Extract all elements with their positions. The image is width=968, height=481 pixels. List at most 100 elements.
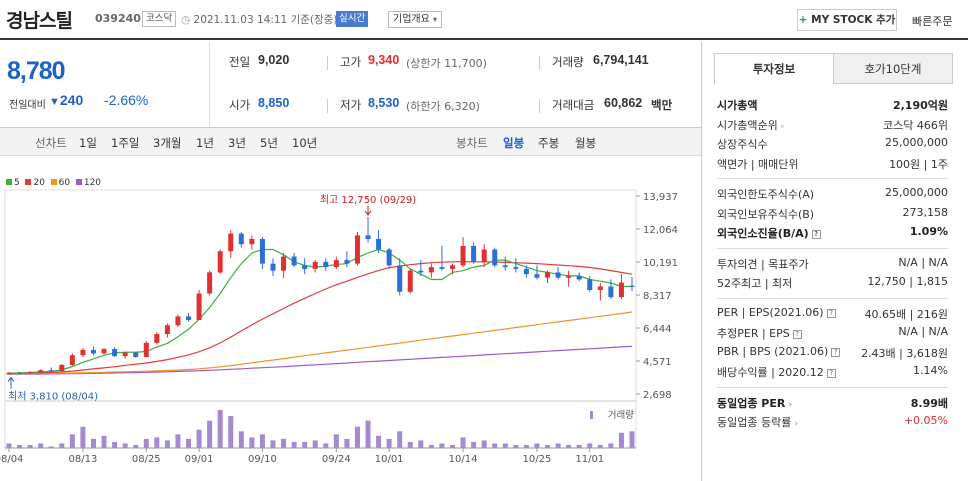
y-tick-label: 8,317 (643, 291, 672, 302)
tab-order-book[interactable]: 호가10단계 (833, 53, 953, 84)
divider (717, 297, 948, 299)
volume-bar (439, 443, 445, 448)
volume-bar (376, 435, 382, 448)
trade-value-label: 거래대금 (552, 98, 595, 112)
candle-body (238, 233, 244, 245)
info-label: 상장주식수 (717, 138, 768, 151)
candle-body (333, 260, 339, 268)
period-5y[interactable]: 5년 (260, 136, 278, 150)
volume-bar (217, 410, 223, 448)
candle-body (523, 268, 529, 275)
candle-body (492, 249, 498, 266)
info-value: 2.43배 | 3,618원 (861, 346, 948, 360)
candle-body (545, 272, 551, 278)
info-row: 액면가 | 매매단위 100원 | 1주 (717, 156, 948, 172)
candle-body (407, 270, 413, 292)
period-10y[interactable]: 10년 (292, 136, 318, 150)
volume-bar (566, 444, 572, 448)
period-1y[interactable]: 1년 (196, 136, 214, 150)
volume-bar (397, 431, 403, 448)
company-overview-button[interactable]: 기업개요 ▾ (388, 11, 443, 28)
chevron-right-icon[interactable]: › (791, 419, 798, 429)
ma60-line (8, 311, 633, 375)
chevron-right-icon[interactable]: › (785, 399, 793, 410)
info-row: PER | EPS(2021.06)? 40.65배 | 216원 (717, 306, 948, 322)
quick-order-link[interactable]: 빠른주문 (912, 15, 953, 28)
period-1d[interactable]: 1일 (79, 136, 97, 150)
candle-body (323, 261, 329, 268)
info-value: 코스닥 466위 (883, 118, 948, 132)
legend-item-ma60: 60 (50, 178, 70, 188)
current-price-box: 8,780 전일대비 ▼240 -2.66% (0, 42, 210, 127)
period-3m[interactable]: 3개월 (153, 136, 182, 150)
chart-frame (4, 189, 637, 449)
volume-bar (481, 440, 487, 448)
volume-bar (196, 429, 202, 448)
candle-body (608, 286, 614, 298)
info-label: 외국인한도주식수(A) (717, 188, 815, 201)
candle-body (471, 245, 477, 262)
info-row: 배당수익률 | 2020.12? 1.14% (717, 364, 948, 380)
current-price: 8,780 (7, 57, 66, 85)
candle-body (376, 238, 382, 250)
period-3y[interactable]: 3년 (228, 136, 246, 150)
candle-daily[interactable]: 일봉 (503, 136, 525, 150)
volume-bar (587, 443, 593, 448)
low-label: 저가 (340, 98, 362, 112)
y-tick-label: 6,444 (643, 324, 672, 335)
chevron-right-icon[interactable]: › (777, 121, 785, 132)
candle-body (534, 274, 540, 278)
candlestick-chart: 13,937 12,064 10,191 8,317 6,444 4,571 2,698 08… (0, 189, 678, 465)
candle-body (101, 349, 107, 354)
candle-body (386, 249, 392, 266)
volume-bar (186, 438, 192, 448)
help-icon[interactable]: ? (792, 330, 802, 339)
legend-item-ma5: 5 (6, 178, 20, 188)
help-icon[interactable]: ? (826, 308, 836, 318)
down-triangle-icon: ▼ (49, 96, 60, 108)
change-value: ▼240 (49, 92, 83, 108)
volume-bar (133, 444, 139, 448)
candle-weekly[interactable]: 주봉 (538, 136, 560, 150)
info-label: 외국인소진율(B/A)? (717, 225, 821, 241)
high-value: 9,340 (368, 53, 400, 67)
candle-body (133, 352, 139, 357)
period-1w[interactable]: 1주일 (111, 136, 140, 150)
candle-body (38, 370, 44, 372)
volume-bar (523, 444, 529, 448)
plus-icon: + (798, 14, 808, 26)
y-tick-label: 4,571 (643, 357, 672, 368)
volume-bar (545, 444, 551, 448)
volume-bar (90, 438, 96, 448)
candle-body (281, 256, 287, 271)
max-arrow-icon (364, 205, 372, 216)
tab-investment-info[interactable]: 투자정보 (714, 53, 834, 84)
prev-close-label: 전일 (229, 55, 251, 69)
volume-bar (291, 441, 297, 448)
clock-icon: ◷ (181, 14, 191, 26)
divider (539, 99, 540, 113)
volume-label: 거래량 (608, 409, 634, 421)
info-value: 25,000,000 (885, 186, 948, 199)
info-label: 추정PER | EPS? (717, 325, 802, 341)
volume-bar (69, 434, 75, 448)
info-row: 외국인보유주식수(B) 273,158 (717, 206, 948, 222)
my-stock-label: MY STOCK 추가 (811, 14, 896, 26)
help-icon[interactable]: ? (826, 369, 836, 378)
info-label: 시가총액순위 › (717, 118, 785, 132)
volume-bar (386, 438, 392, 448)
candle-body (439, 267, 445, 269)
info-value: 40.65배 | 216원 (864, 307, 948, 321)
info-row: 외국인소진율(B/A)? 1.09% (717, 225, 948, 241)
info-row: 투자의견 | 목표주가 N/A | N/A (717, 256, 948, 272)
company-overview-label: 기업개요 (393, 14, 430, 25)
candle-body (27, 371, 33, 374)
info-row: 추정PER | EPS? N/A | N/A (717, 325, 948, 341)
help-icon[interactable]: ? (831, 347, 841, 357)
lower-limit: (하한가 6,320) (406, 100, 480, 113)
help-icon[interactable]: ? (811, 230, 821, 239)
my-stock-add-button[interactable]: + MY STOCK 추가 (797, 9, 897, 31)
info-label: PER | EPS(2021.06)? (717, 306, 836, 319)
realtime-badge[interactable]: 실시간 (336, 11, 369, 27)
candle-monthly[interactable]: 월봉 (575, 136, 597, 150)
